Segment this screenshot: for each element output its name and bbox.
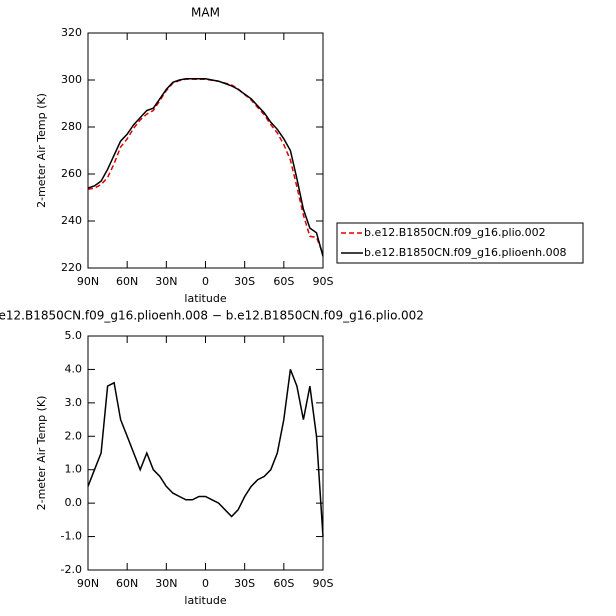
y-tick-label: 240 [61,214,82,227]
x-tick-label: 30N [155,275,177,288]
x-tick-label: 30S [234,577,255,590]
x-tick-label: 60S [273,577,294,590]
chart-title: b.e12.B1850CN.f09_g16.plioenh.008 − b.e1… [0,309,424,323]
y-tick-label: 280 [61,120,82,133]
plot-frame [87,32,324,269]
y-tick-label: 5.0 [65,329,83,342]
x-tick-label: 0 [202,577,209,590]
series-line [87,78,324,255]
x-tick-label: 60N [116,275,138,288]
y-axis-label: 2-meter Air Temp (K) [35,93,48,208]
y-axis-label: 2-meter Air Temp (K) [35,396,48,511]
y-tick-label: 220 [61,261,82,274]
x-tick-label: 60N [116,577,138,590]
x-tick-label: 30N [155,577,177,590]
y-tick-label: 1.0 [65,463,83,476]
legend-label: b.e12.B1850CN.f09_g16.plioenh.008 [364,246,567,259]
x-tick-label: 0 [202,275,209,288]
x-tick-label: 30S [234,275,255,288]
y-tick-label: 2.0 [65,429,83,442]
x-axis-label: latitude [184,594,226,607]
y-tick-label: -2.0 [61,563,82,576]
y-tick-label: 260 [61,167,82,180]
y-tick-label: 4.0 [65,362,83,375]
x-tick-label: 90N [77,577,99,590]
legend-label: b.e12.B1850CN.f09_g16.plio.002 [364,226,546,239]
y-tick-label: 0.0 [65,496,83,509]
x-tick-label: 60S [273,275,294,288]
x-tick-label: 90S [313,577,334,590]
x-axis-label: latitude [184,292,226,305]
legend-box [336,222,584,264]
x-tick-label: 90S [313,275,334,288]
y-tick-label: 320 [61,26,82,39]
y-tick-label: 3.0 [65,396,83,409]
x-tick-label: 90N [77,275,99,288]
chart-title: MAM [191,6,220,20]
y-tick-label: 300 [61,73,82,86]
series-line [87,78,324,257]
plot-frame [87,335,324,571]
y-tick-label: -1.0 [61,530,82,543]
series-line [87,369,324,537]
